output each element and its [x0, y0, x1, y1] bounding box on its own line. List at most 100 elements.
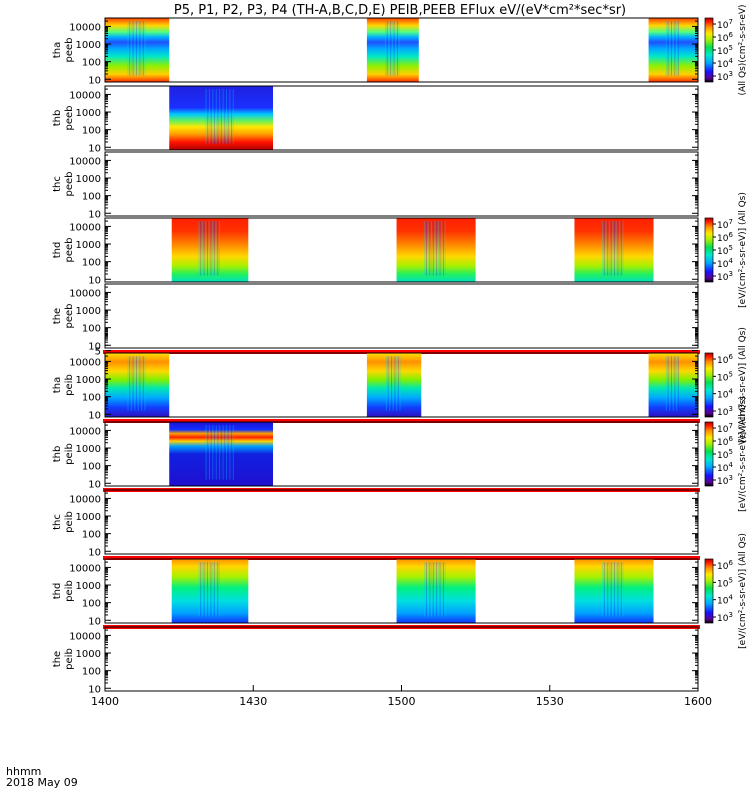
y-tick-label: 1000 [76, 306, 101, 317]
chart-title: P5, P1, P2, P3, P4 (TH-A,B,C,D,E) PEIB,P… [174, 3, 626, 18]
variation-streak [217, 562, 219, 617]
y-tick-label: 100 [82, 530, 101, 541]
variation-streak [620, 221, 622, 276]
y-tick-label: 10000 [69, 22, 101, 33]
variation-streak [203, 562, 205, 617]
variation-streak [141, 356, 143, 411]
colorbar-tick-label: 106 [717, 31, 733, 44]
panel-product-label: peeb [64, 172, 75, 197]
x-tick-label: 1500 [388, 695, 416, 708]
colorbar [704, 558, 714, 624]
variation-streak [215, 425, 217, 480]
x-tick-label: 1530 [536, 695, 564, 708]
y-tick-label: 1000 [76, 174, 101, 185]
x-tick-label: 1600 [684, 695, 712, 708]
variation-streak [201, 221, 203, 276]
variation-streak [608, 221, 610, 276]
variation-streak [231, 89, 233, 144]
variation-streak [137, 356, 139, 411]
panel-product-label: peib [64, 580, 75, 602]
panel-the-peib: 10 100 1000 10000 the peib [52, 626, 699, 695]
panel-the-peeb: 510 100 1000 10000 the peeb [52, 283, 700, 358]
variation-streak [205, 562, 207, 617]
variation-streak [669, 356, 671, 411]
y-tick-label: 10 [88, 75, 101, 86]
variation-streak [139, 356, 141, 411]
panel-thc-peeb: 10 100 1000 10000 thc peeb [52, 151, 699, 220]
y-tick-label: 1000 [76, 40, 101, 51]
panel-product-label: peib [64, 511, 75, 533]
variation-streak [144, 21, 146, 76]
panel-frame [104, 489, 699, 555]
variation-streak [214, 425, 216, 480]
variation-streak [605, 221, 607, 276]
data-block [648, 353, 698, 417]
colorbar-tick-label: 103 [717, 474, 733, 487]
variation-streak [215, 89, 217, 144]
variation-streak [677, 21, 679, 76]
variation-streak [607, 562, 609, 617]
variation-streak [620, 562, 622, 617]
variation-streak [212, 221, 214, 276]
variation-streak [222, 89, 224, 144]
panel-probe-label: tha [52, 377, 63, 393]
variation-streak [622, 221, 624, 276]
variation-streak [605, 562, 607, 617]
colorbar-tick-label: 103 [717, 611, 733, 624]
panel-product-label: peib [64, 648, 75, 670]
x-axis-label-date: 2018 May 09 [6, 776, 78, 789]
variation-streak [390, 21, 392, 76]
variation-streak [200, 562, 202, 617]
variation-streak [205, 425, 207, 480]
y-tick-label: 10000 [69, 426, 101, 437]
variation-streak [141, 21, 143, 76]
panel-product-label: peib [64, 443, 75, 465]
panel-probe-label: the [52, 308, 63, 324]
variation-streak [397, 356, 399, 411]
panel-frame [104, 151, 699, 217]
variation-streak [667, 21, 669, 76]
data-block [366, 353, 422, 417]
red-status-bar [103, 556, 700, 560]
y-tick-label: 10 [88, 209, 101, 220]
colorbar-tick-label: 104 [717, 57, 733, 70]
variation-streak [441, 221, 443, 276]
variation-streak [436, 221, 438, 276]
variation-streak [225, 425, 227, 480]
variation-streak [385, 356, 387, 411]
variation-streak [210, 89, 212, 144]
variation-streak [217, 221, 219, 276]
y-tick-label: 1000 [76, 512, 101, 523]
variation-streak [434, 221, 436, 276]
variation-streak [135, 356, 137, 411]
x-tick-label: 1430 [239, 695, 267, 708]
variation-streak [612, 221, 614, 276]
variation-streak [607, 221, 609, 276]
y-tick-label: 10000 [69, 288, 101, 299]
y-tick-label: 10000 [69, 90, 101, 101]
variation-streak [200, 221, 202, 276]
variation-streak [674, 21, 676, 76]
variation-streak [208, 562, 210, 617]
colorbar [704, 352, 714, 418]
panel-product-label: peib [64, 374, 75, 396]
variation-streak [612, 562, 614, 617]
y-tick-label: 100 [82, 192, 101, 203]
variation-streak [610, 221, 612, 276]
colorbar-tick-label: 103 [717, 405, 733, 418]
variation-streak [615, 562, 617, 617]
colorbar-tick-label: 105 [717, 448, 733, 461]
colorbar-tick-label: 104 [717, 388, 733, 401]
colorbar-label: [eV/(cm²-s-sr-eV)] (All Qs) [738, 327, 748, 443]
variation-streak [207, 425, 209, 480]
colorbar-tick-label: 104 [717, 257, 733, 270]
colorbar-tick-label: 105 [717, 370, 733, 383]
colorbar-tick-label: 105 [717, 244, 733, 257]
variation-streak [139, 21, 141, 76]
variation-streak [219, 89, 221, 144]
panel-frame [104, 283, 699, 349]
variation-streak [614, 562, 616, 617]
